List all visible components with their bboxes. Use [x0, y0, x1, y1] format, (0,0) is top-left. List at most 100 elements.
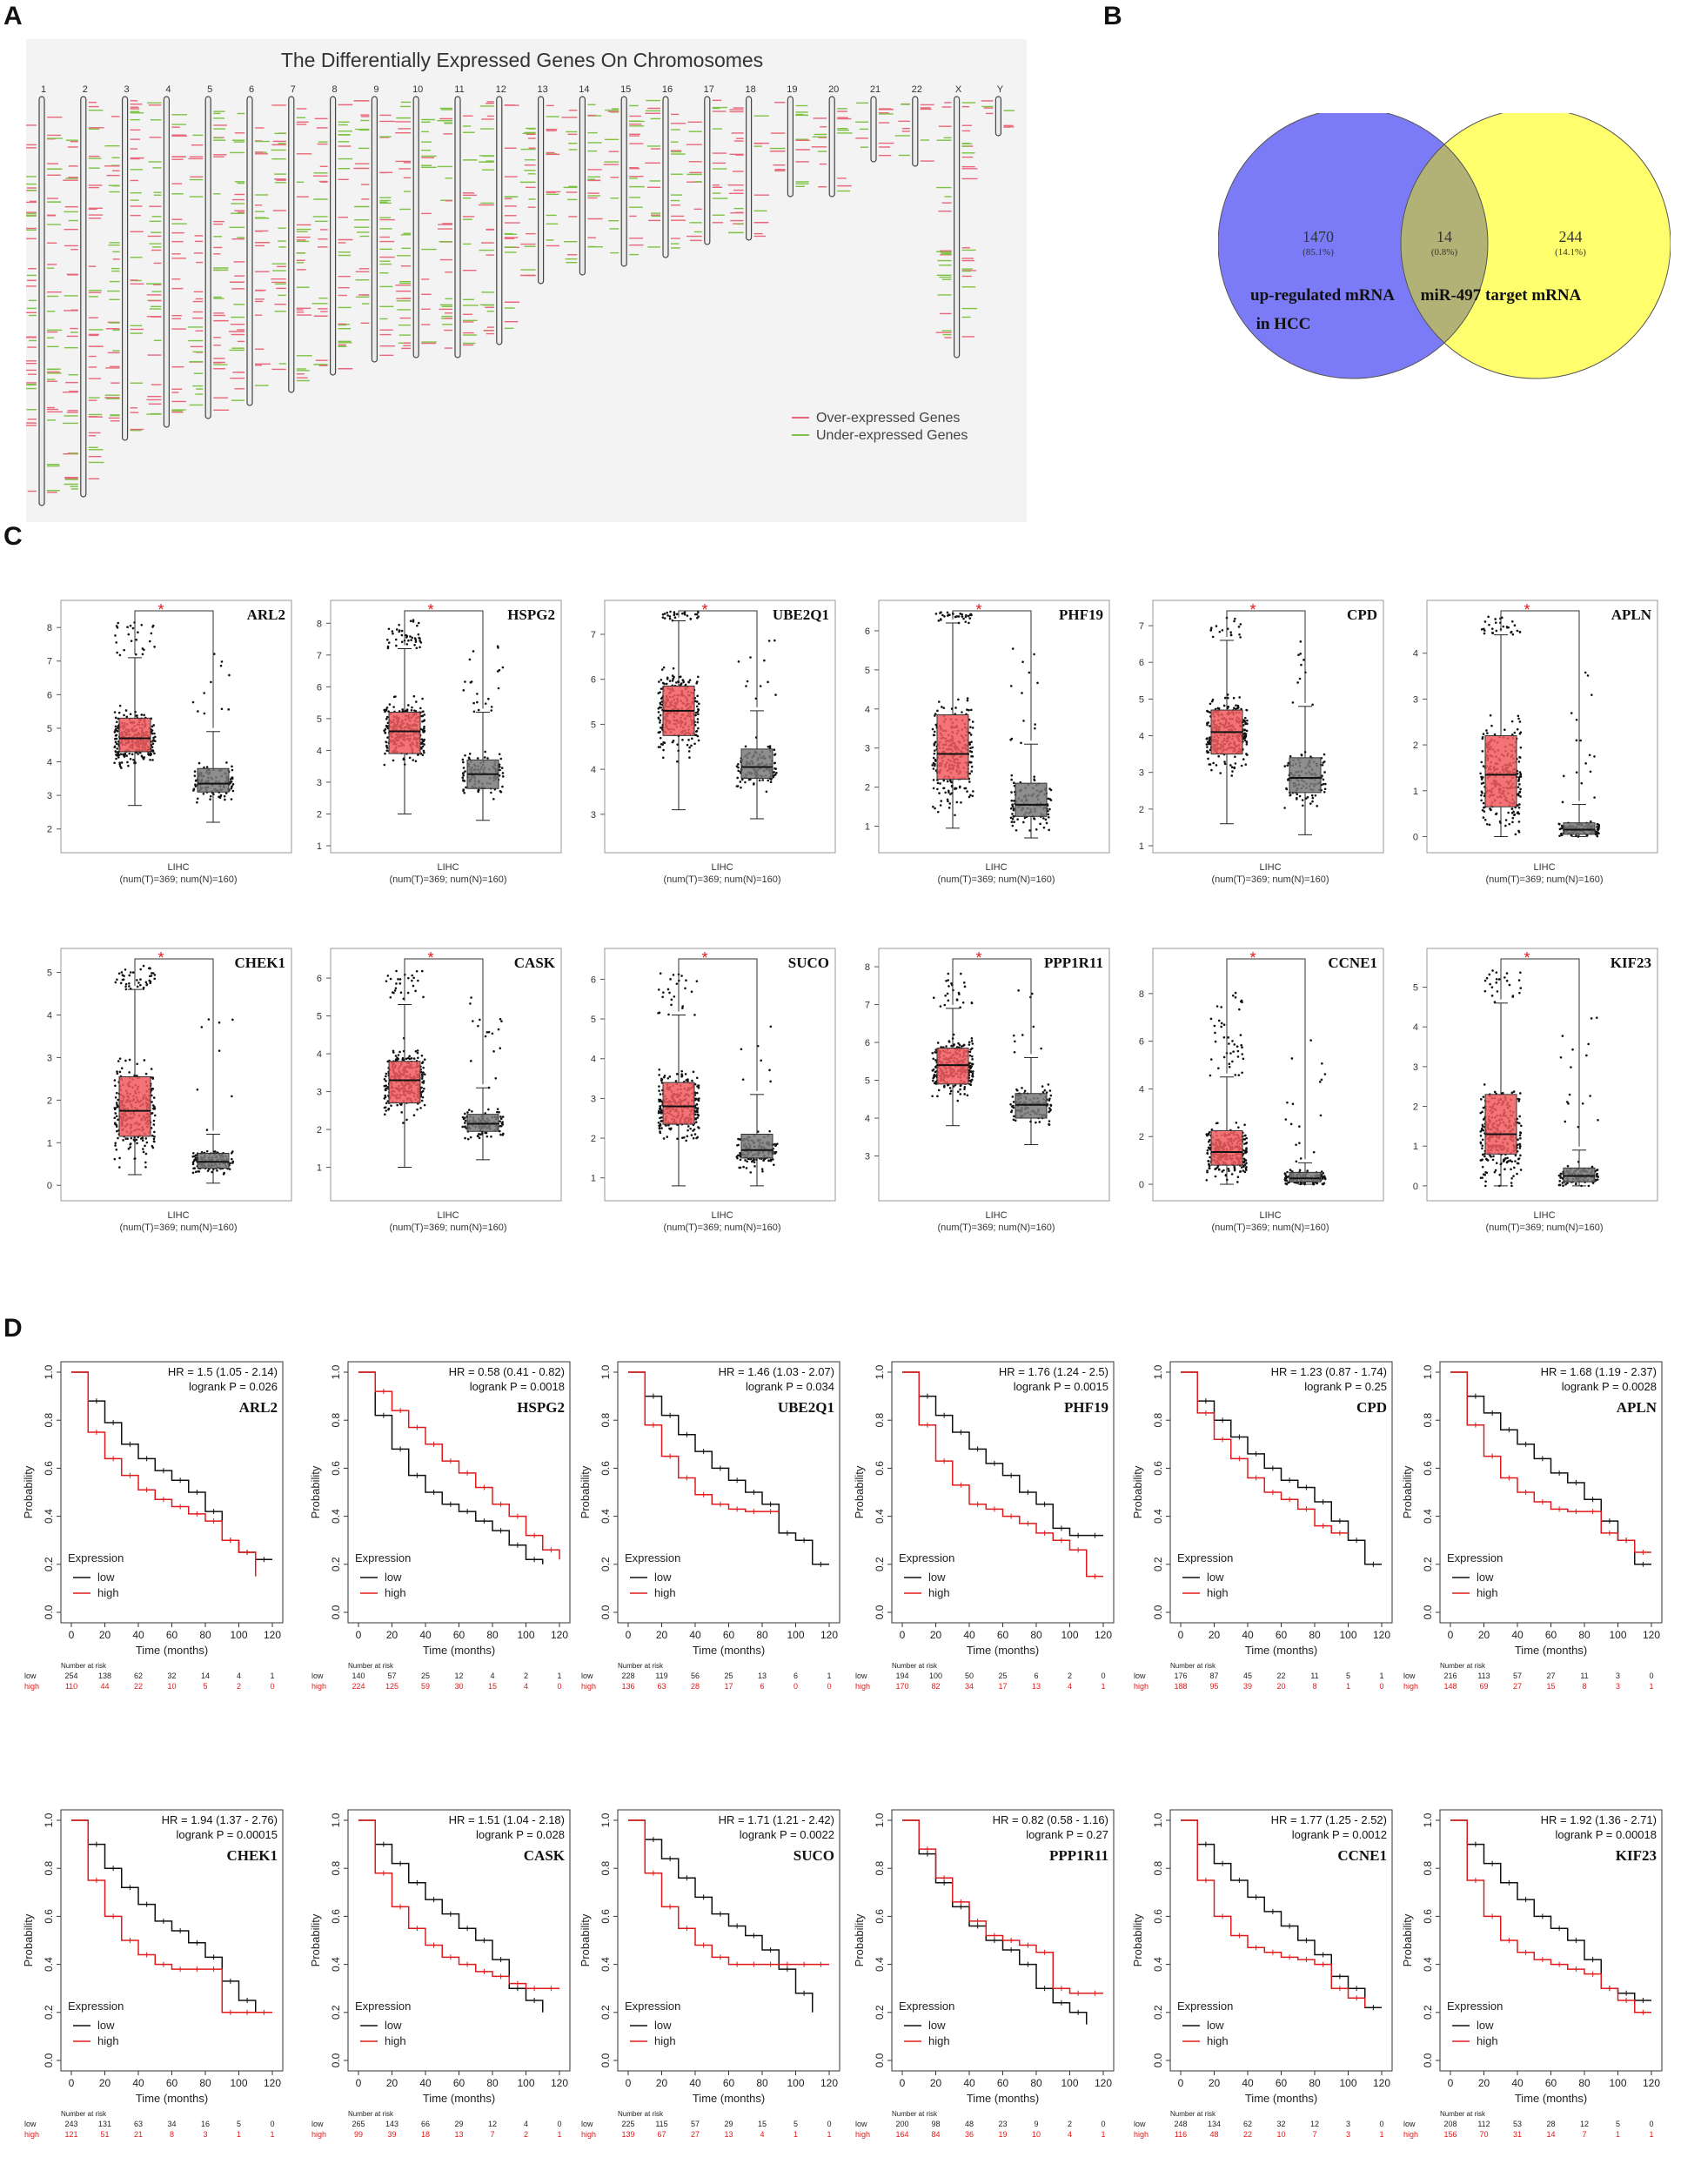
data-point	[744, 781, 747, 784]
data-point	[424, 1104, 426, 1107]
data-point	[1224, 697, 1227, 700]
venn-left-label-2: in HCC	[1256, 315, 1311, 333]
data-point	[461, 776, 464, 779]
data-point	[1223, 705, 1226, 707]
data-point	[419, 1107, 422, 1109]
data-point	[231, 1019, 234, 1022]
data-point	[147, 753, 150, 755]
data-point	[1589, 754, 1591, 756]
data-point	[114, 1079, 117, 1082]
data-point	[933, 762, 935, 765]
chromosome-label: 18	[745, 84, 755, 95]
data-point	[479, 1137, 481, 1140]
data-point	[1513, 814, 1516, 816]
data-point	[116, 1102, 118, 1104]
panel-letter-a: A	[3, 2, 23, 31]
data-point	[386, 749, 389, 752]
chromosome-bar	[705, 97, 710, 245]
data-point	[488, 1031, 491, 1034]
data-point	[1518, 807, 1521, 809]
data-point	[385, 1102, 388, 1105]
data-point	[125, 983, 128, 986]
data-point	[144, 1166, 147, 1169]
significance-star: *	[1249, 601, 1256, 619]
data-point	[1283, 807, 1286, 809]
chromosome-label: 15	[620, 84, 631, 95]
data-point	[386, 639, 389, 641]
data-point	[1245, 709, 1248, 712]
data-point	[658, 680, 660, 683]
data-point	[416, 970, 419, 973]
data-point	[398, 1051, 401, 1054]
data-point	[938, 620, 941, 622]
data-point	[136, 979, 138, 981]
data-point	[220, 665, 223, 667]
data-point	[462, 1116, 465, 1119]
data-point	[151, 633, 153, 635]
data-point	[770, 780, 773, 783]
data-point	[933, 767, 935, 770]
data-point	[1010, 816, 1013, 819]
data-point	[768, 640, 771, 642]
data-point	[1316, 805, 1318, 807]
data-point	[1209, 711, 1211, 713]
data-point	[116, 625, 118, 627]
data-point	[390, 1104, 392, 1107]
gene-label: ARL2	[247, 606, 285, 623]
data-point	[153, 1120, 156, 1122]
data-point	[690, 618, 693, 620]
normal-box	[198, 768, 229, 792]
data-point	[116, 652, 118, 654]
data-point	[116, 743, 118, 746]
data-point	[673, 740, 675, 742]
data-point	[136, 714, 138, 717]
data-point	[473, 710, 476, 713]
y-tick-label: 4	[1413, 649, 1418, 660]
data-point	[1208, 763, 1210, 766]
data-point	[669, 611, 672, 613]
data-point	[936, 710, 939, 713]
data-point	[1593, 796, 1596, 799]
data-point	[401, 708, 404, 711]
data-point	[1210, 769, 1213, 772]
data-point	[1035, 828, 1038, 831]
y-tick-label: 7	[591, 630, 596, 640]
data-point	[1299, 795, 1302, 798]
data-point	[687, 739, 690, 741]
data-point	[691, 738, 693, 740]
data-point	[1491, 627, 1494, 630]
data-point	[1209, 702, 1212, 705]
data-point	[419, 707, 422, 710]
y-tick-label: 4	[865, 705, 870, 715]
data-point	[1206, 746, 1209, 748]
data-point	[231, 786, 233, 788]
data-point	[660, 679, 663, 681]
data-point	[116, 1130, 118, 1133]
data-point	[479, 1133, 482, 1136]
data-point	[1517, 786, 1520, 788]
chromosome-bar	[81, 97, 86, 497]
y-tick-label: 6	[865, 626, 870, 637]
data-point	[1517, 793, 1520, 795]
y-tick-label: 7	[1139, 621, 1144, 632]
data-point	[195, 1171, 198, 1174]
data-point	[936, 788, 939, 791]
y-tick-label: 1	[47, 1138, 52, 1149]
data-point	[423, 1088, 425, 1090]
data-point	[662, 749, 665, 752]
data-point	[1519, 790, 1522, 793]
data-point	[477, 757, 479, 760]
data-point	[195, 1154, 198, 1156]
data-point	[502, 775, 505, 778]
data-point	[1489, 807, 1491, 810]
chromosome-bar	[579, 97, 585, 275]
chromosome-label: 6	[249, 84, 254, 95]
data-point	[1011, 813, 1014, 815]
data-point	[118, 972, 121, 975]
data-point	[423, 750, 425, 753]
data-point	[392, 633, 394, 635]
data-point	[736, 777, 739, 780]
data-point	[385, 1084, 387, 1087]
data-point	[413, 1057, 416, 1060]
data-point	[1576, 740, 1578, 742]
